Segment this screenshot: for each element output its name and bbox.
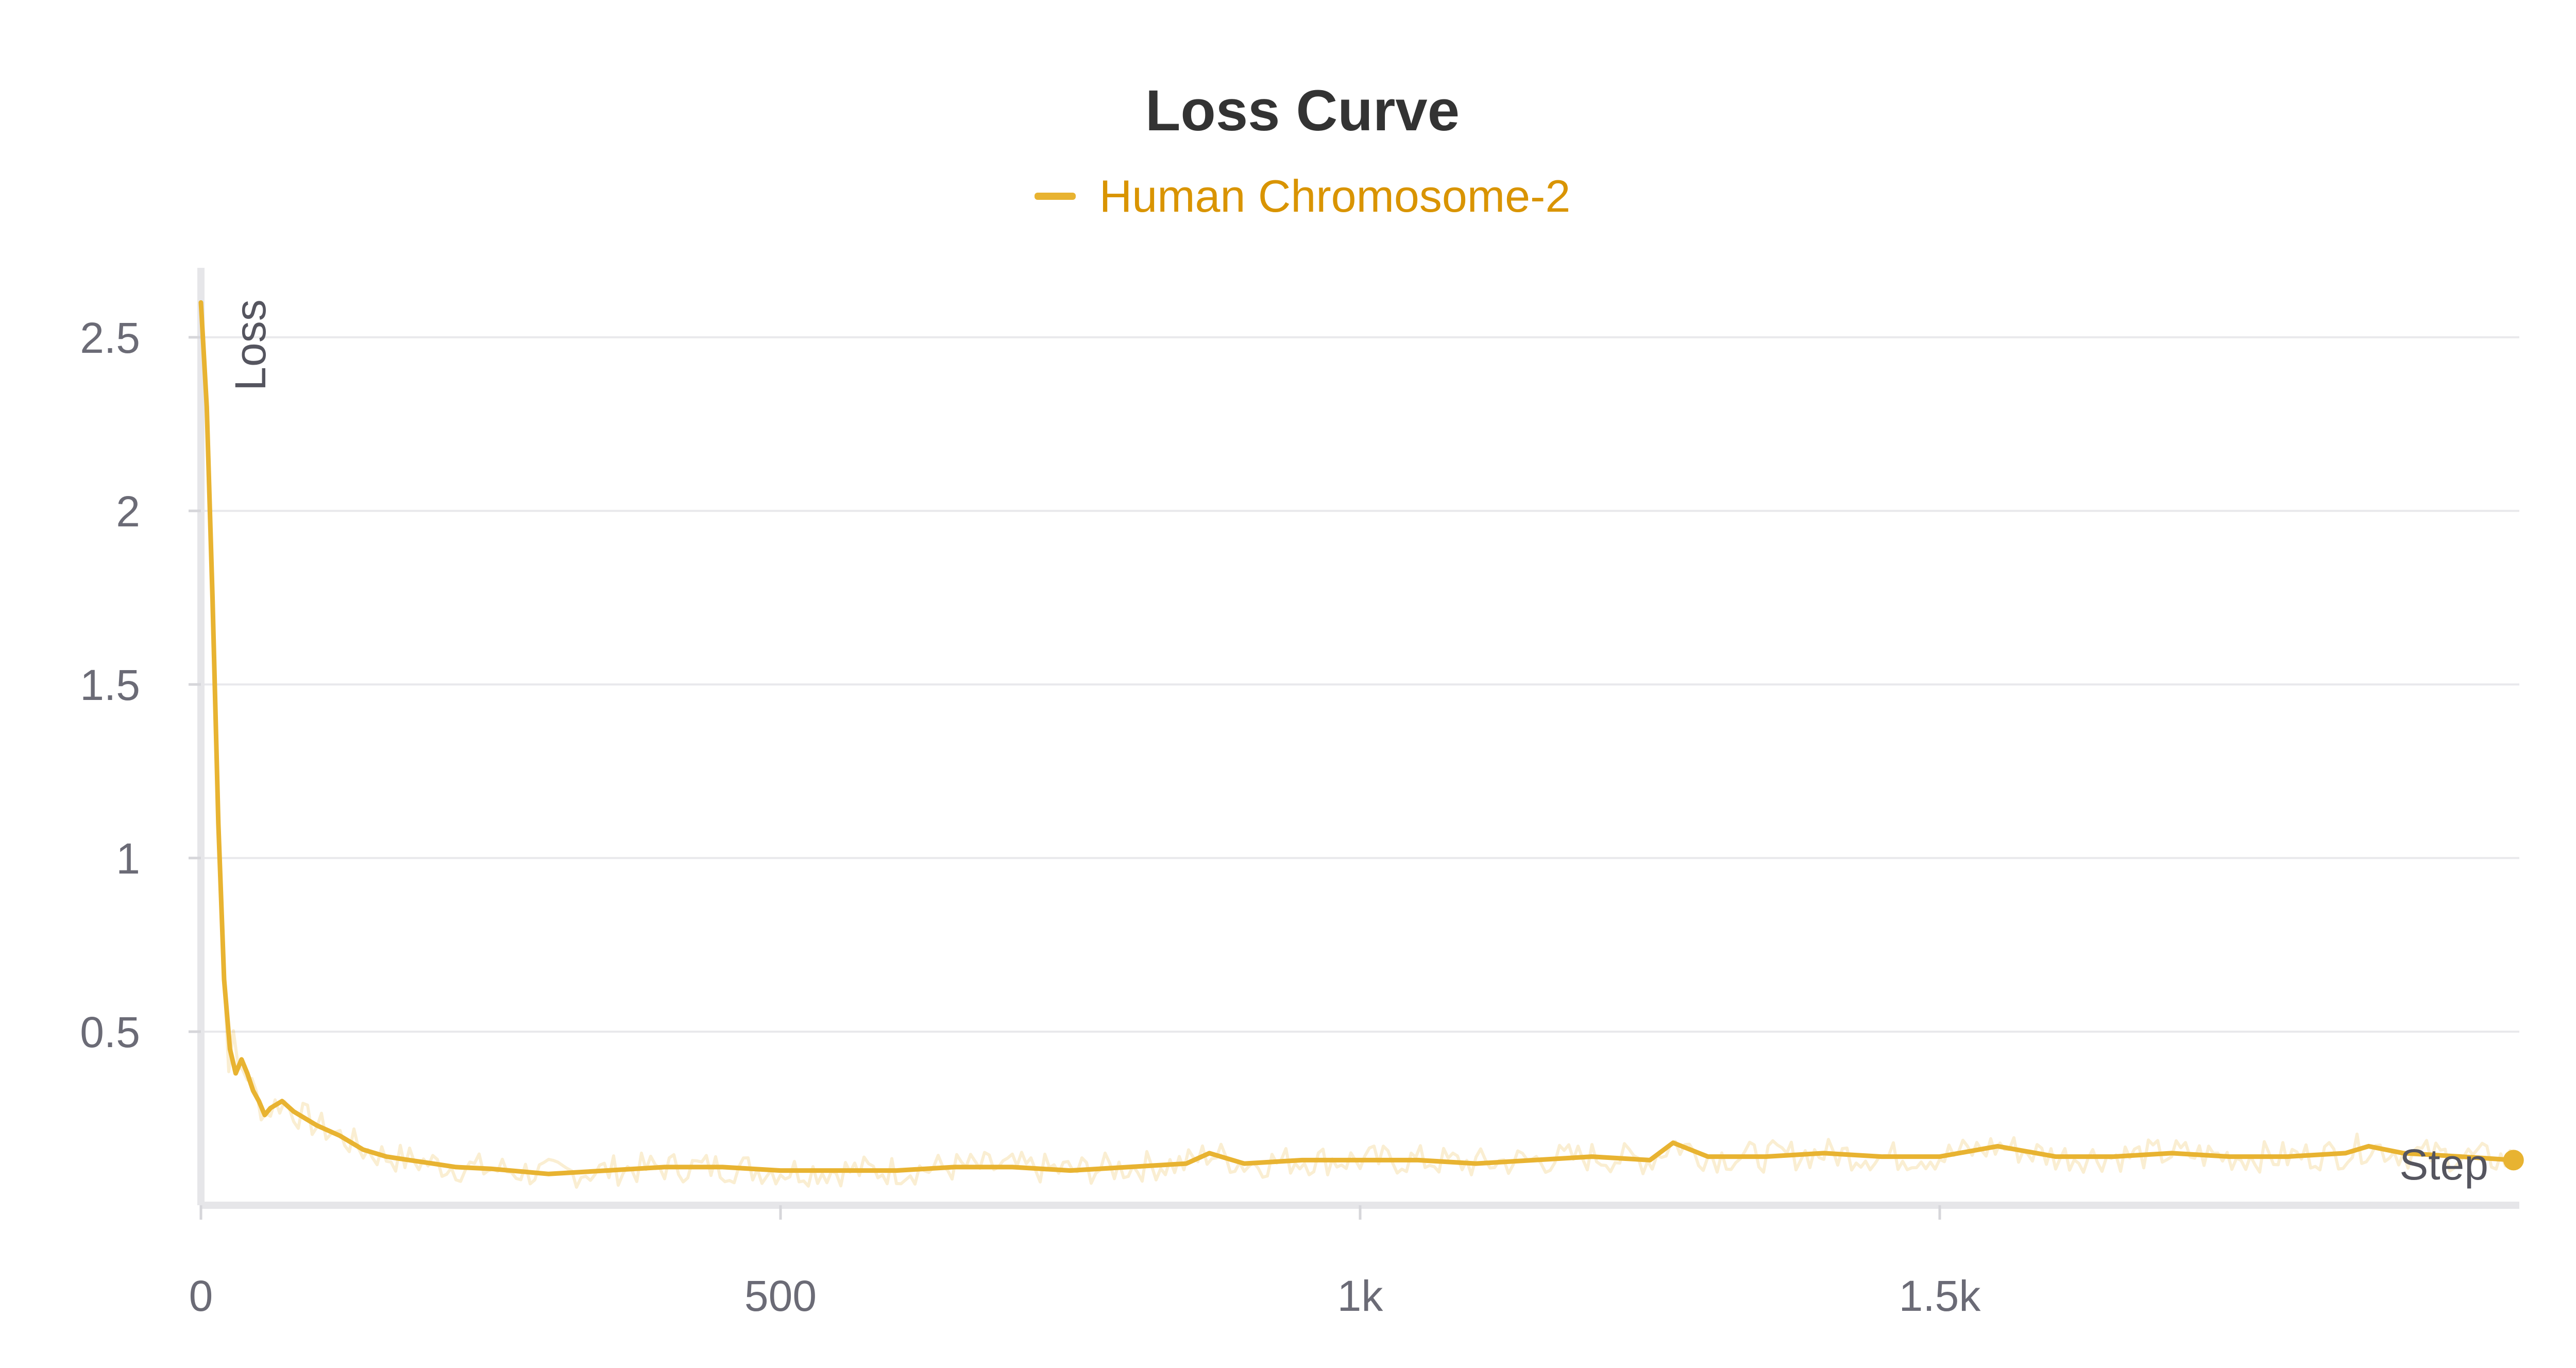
legend: Human Chromosome-2 (0, 170, 2576, 223)
series-line (198, 300, 2516, 1176)
chart-title: Loss Curve (1145, 78, 1460, 143)
x-ticks: 0 500 1k 1.5k (189, 1205, 1981, 1320)
legend-label: Human Chromosome-2 (1099, 170, 1571, 221)
gridlines (201, 336, 2519, 1033)
x-tick-label: 0 (189, 1272, 213, 1320)
x-axis-label: Step (2399, 1140, 2488, 1189)
y-axis-label: Loss (226, 299, 275, 390)
legend-swatch (1034, 193, 1076, 200)
y-tick-label: 2.5 (80, 314, 140, 362)
x-tick-label: 500 (744, 1272, 817, 1320)
y-tick-label: 1.5 (80, 661, 140, 709)
y-tick-label: 1 (116, 834, 140, 883)
x-tick-label: 1k (1337, 1272, 1384, 1320)
y-tick-label: 0.5 (80, 1008, 140, 1056)
y-tick-label: 2 (116, 487, 140, 536)
series-layer (198, 300, 2524, 1189)
y-ticks: 0.5 1 1.5 2 2.5 (80, 314, 201, 1056)
x-tick-label: 1.5k (1899, 1272, 1981, 1320)
series-raw-trace (199, 303, 2520, 1189)
series-end-point (2503, 1150, 2524, 1171)
